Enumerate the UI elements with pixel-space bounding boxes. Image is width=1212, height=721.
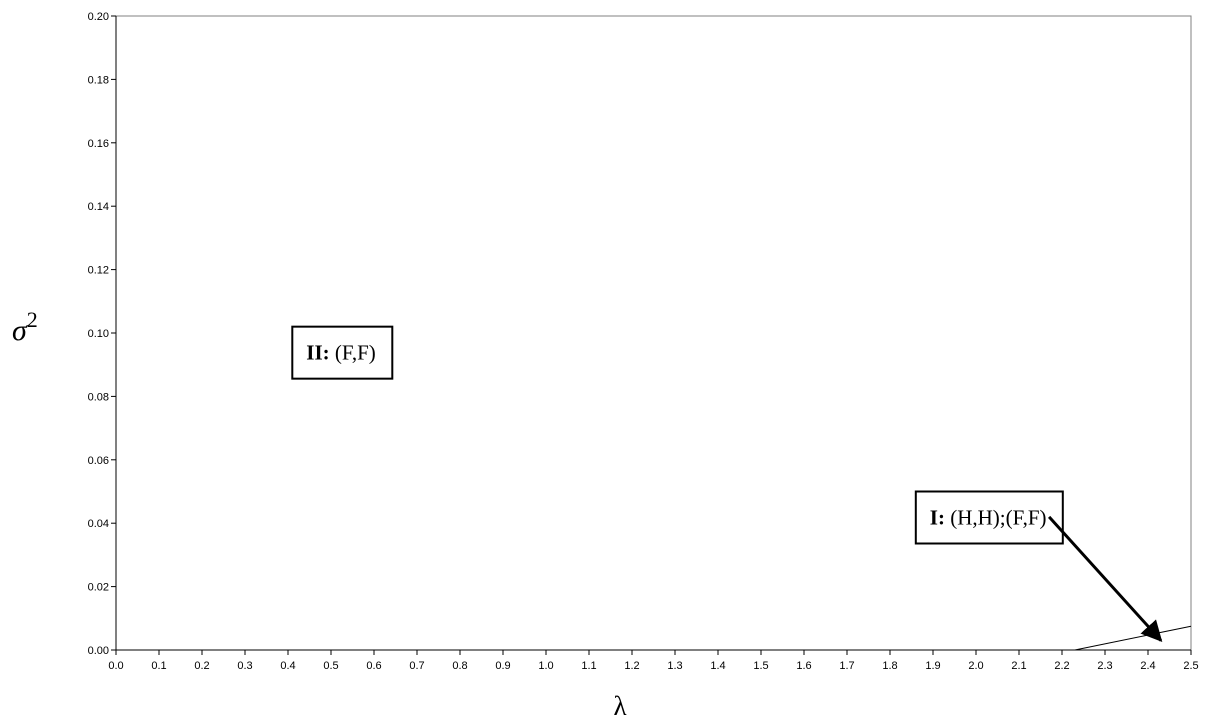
region-label-box: I: (H,H);(F,F): [914, 490, 1064, 545]
region-label-text: II: (F,F): [306, 341, 376, 365]
y-tick-label: 0.02: [88, 582, 109, 594]
region-label-box: II: (F,F): [291, 325, 394, 380]
y-tick-label: 0.04: [88, 518, 109, 530]
y-tick-label: 0.12: [88, 265, 109, 277]
x-tick-label: 0.6: [366, 660, 381, 672]
region-label-strategy: (F,F): [330, 341, 376, 365]
region-arrow: [1047, 515, 1163, 643]
x-tick-label: 0.7: [409, 660, 424, 672]
x-tick-label: 1.2: [624, 660, 639, 672]
region-label-strategy: (H,H);(F,F): [945, 506, 1047, 530]
x-tick-label: 1.0: [538, 660, 553, 672]
x-tick-label: 0.1: [151, 660, 166, 672]
x-ticks: 0.0 0.1 0.2 0.3 0.4 0.5 0.6 0.7 0.8 0.9 1.0 1.1 1.2 1…: [108, 650, 1199, 672]
region-label-text: I: (H,H);(F,F): [930, 506, 1047, 530]
x-tick-label: 2.1: [1011, 660, 1026, 672]
y-axis-title: σ2: [12, 307, 38, 347]
x-tick-label: 2.3: [1097, 660, 1112, 672]
x-tick-label: 1.6: [796, 660, 811, 672]
region-label-id: II:: [306, 341, 329, 365]
x-tick-label: 0.5: [323, 660, 338, 672]
x-tick-label: 1.3: [667, 660, 682, 672]
y-tick-label: 0.06: [88, 455, 109, 467]
y-tick-label: 0.18: [88, 74, 109, 86]
x-tick-label: 1.7: [839, 660, 854, 672]
y-tick-label: 0.14: [88, 201, 109, 213]
boundary-line: [1074, 625, 1192, 651]
series-layer: [1074, 625, 1192, 651]
plot-area: [115, 15, 1192, 651]
x-axis-title: λ: [613, 691, 626, 721]
y-axis-title-base: σ: [12, 314, 28, 347]
x-tick-label: 2.2: [1054, 660, 1069, 672]
y-axis-title-sup: 2: [27, 307, 38, 332]
x-tick-label: 1.1: [581, 660, 596, 672]
annotations: II: (F,F) I: (H,H);(F,F): [291, 325, 1163, 643]
region-label-id: I:: [930, 506, 945, 530]
y-tick-label: 0.16: [88, 138, 109, 150]
x-tick-label: 1.4: [710, 660, 725, 672]
x-tick-label: 0.8: [452, 660, 467, 672]
x-tick-label: 1.5: [753, 660, 768, 672]
x-tick-label: 2.4: [1140, 660, 1155, 672]
x-tick-label: 1.9: [925, 660, 940, 672]
y-tick-label: 0.10: [88, 328, 109, 340]
y-tick-label: 0.20: [88, 11, 109, 23]
x-tick-label: 0.3: [237, 660, 252, 672]
y-tick-label: 0.00: [88, 645, 109, 657]
x-tick-label: 0.4: [280, 660, 295, 672]
x-tick-label: 0.2: [194, 660, 209, 672]
x-tick-label: 2.0: [968, 660, 983, 672]
x-tick-label: 0.0: [108, 660, 123, 672]
x-tick-label: 2.5: [1183, 660, 1198, 672]
y-ticks: 0.00 0.02 0.04 0.06 0.08 0.10 0.12 0.14 0.16 0.18…: [88, 11, 116, 657]
x-tick-label: 0.9: [495, 660, 510, 672]
x-tick-label: 1.8: [882, 660, 897, 672]
y-tick-label: 0.08: [88, 391, 109, 403]
region-label-border: [291, 325, 394, 380]
region-label-border: [914, 490, 1064, 545]
